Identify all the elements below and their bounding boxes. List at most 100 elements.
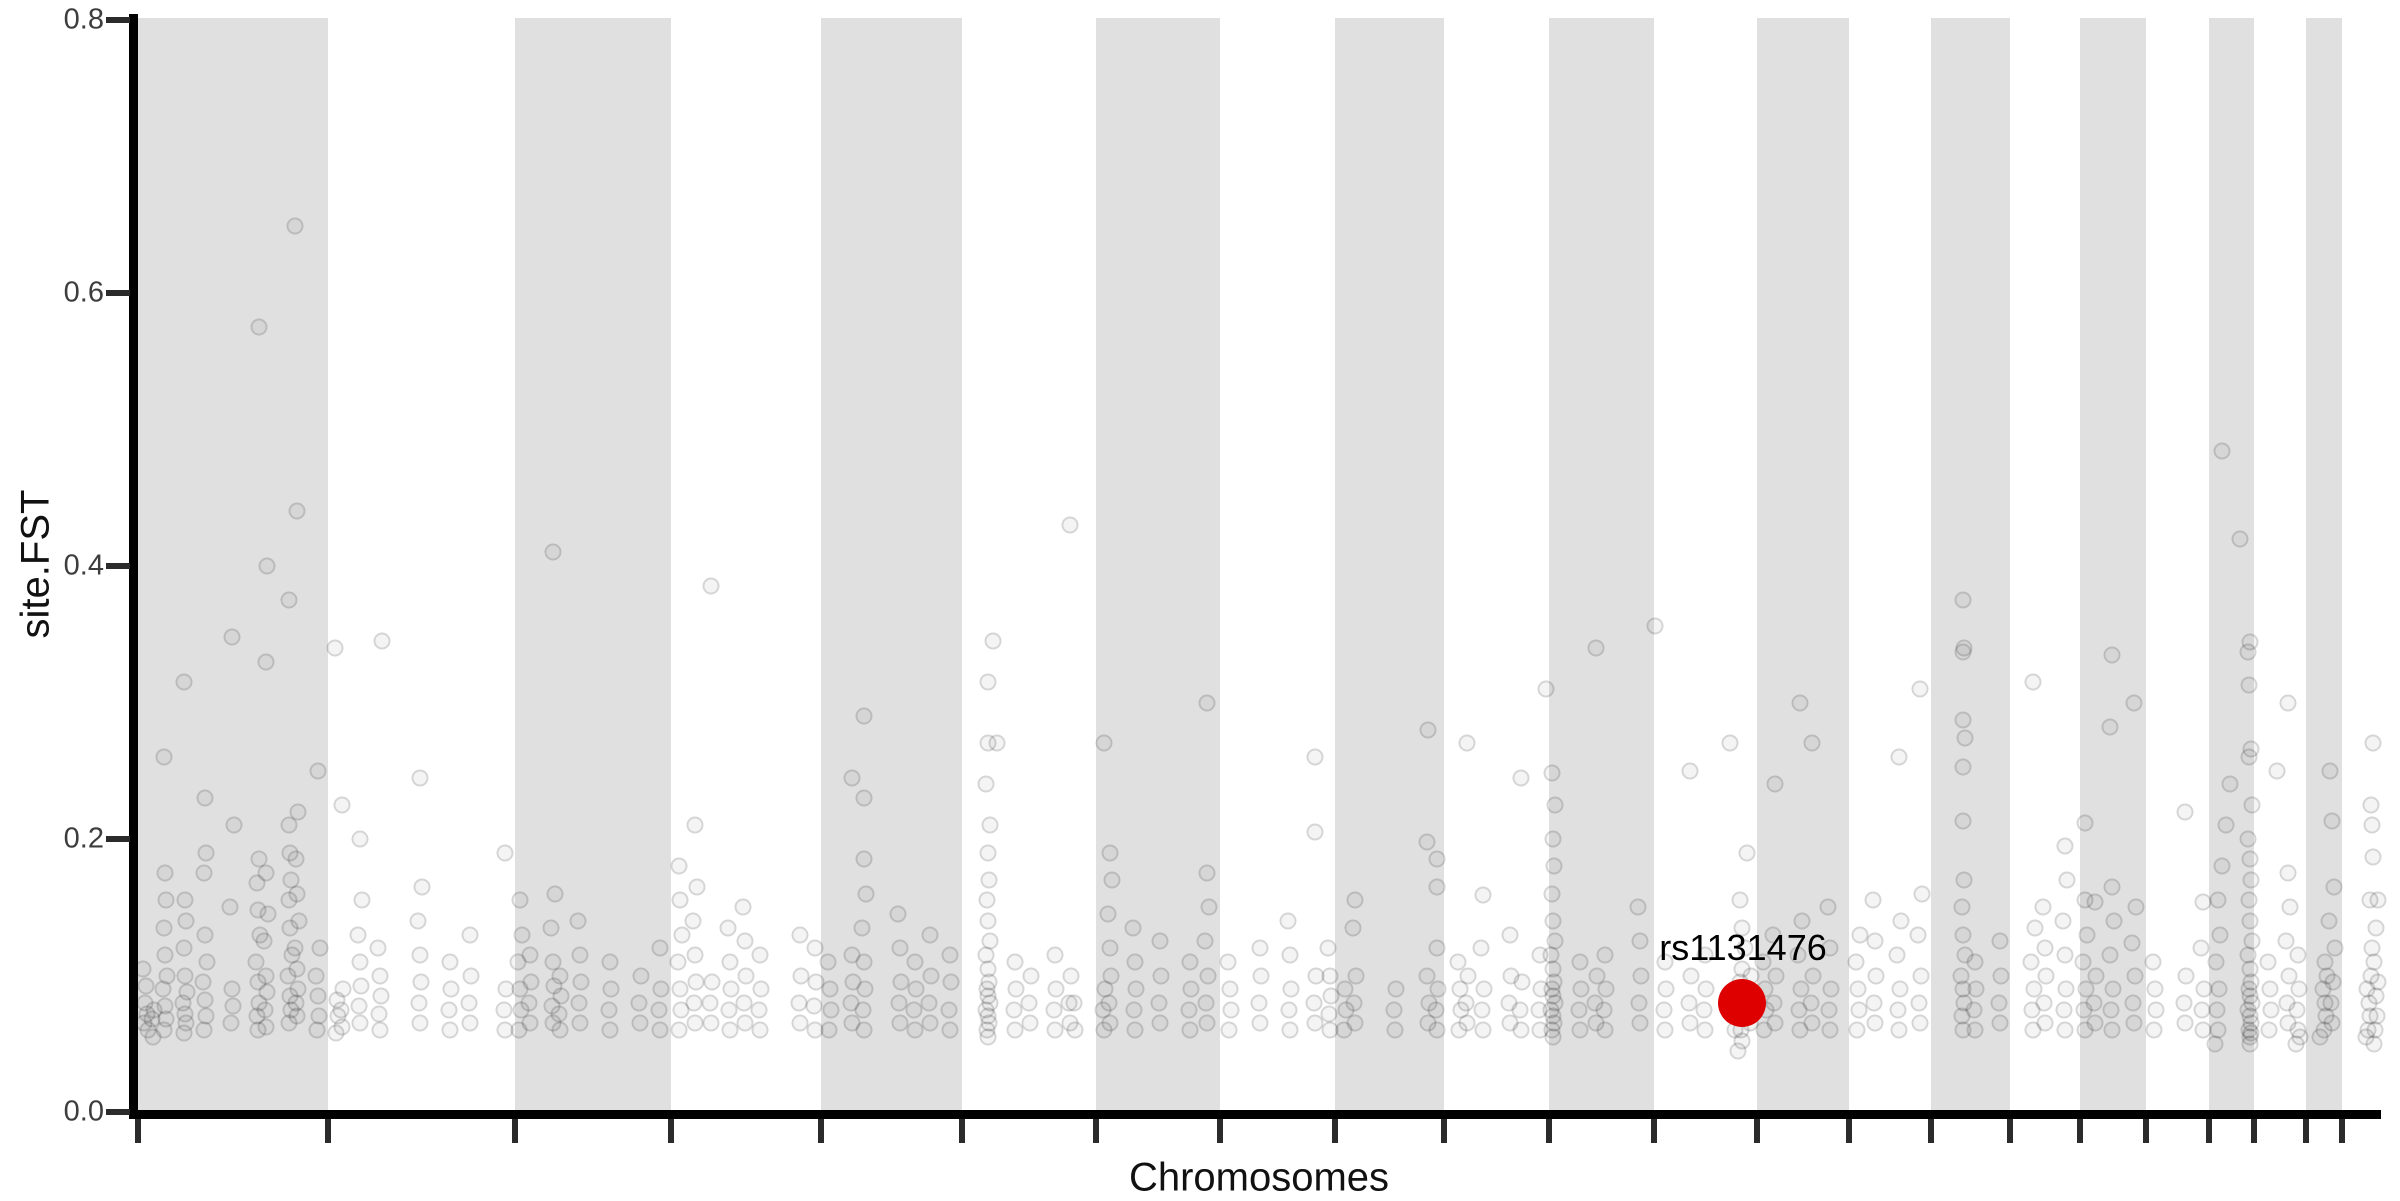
x-tick-mark [2303, 1119, 2309, 1143]
data-point [1344, 919, 1362, 937]
data-point [1196, 932, 1214, 950]
data-point [719, 919, 737, 937]
data-point [2177, 967, 2195, 984]
data-point [1543, 885, 1561, 903]
data-point [352, 977, 370, 995]
data-point [1198, 1014, 1216, 1032]
data-point [1696, 1021, 1714, 1039]
data-point [551, 967, 569, 984]
data-point [1802, 994, 1820, 1012]
data-point [157, 891, 175, 909]
data-point [326, 639, 344, 657]
data-point [751, 1021, 769, 1039]
data-point [2087, 967, 2105, 984]
data-point [2363, 939, 2381, 957]
data-point [2210, 980, 2228, 998]
data-point [673, 926, 691, 944]
data-point [2025, 980, 2043, 998]
data-point [333, 1018, 351, 1036]
data-point [1954, 591, 1972, 609]
x-tick-mark [1651, 1119, 1657, 1143]
data-point [2242, 1024, 2260, 1042]
y-tick-label: 0.4 [63, 549, 104, 582]
data-point [1006, 1021, 1024, 1039]
y-tick-mark [106, 836, 130, 842]
data-point [941, 946, 959, 964]
data-point [280, 816, 298, 834]
data-point [821, 980, 839, 998]
data-point [176, 967, 194, 984]
data-point [1991, 932, 2009, 950]
data-point [255, 932, 273, 950]
data-point [650, 1001, 668, 1019]
data-point [2192, 939, 2210, 957]
x-tick-mark [1093, 1119, 1099, 1143]
data-point [370, 1005, 388, 1023]
x-tick-mark [1846, 1119, 1852, 1143]
data-point [1588, 967, 1606, 984]
data-point [1021, 1014, 1039, 1032]
data-point [1954, 711, 1972, 729]
data-point [1910, 994, 1928, 1012]
data-point [1764, 926, 1782, 944]
x-tick-mark [1441, 1119, 1447, 1143]
data-point [1597, 980, 1615, 998]
data-point [1427, 1001, 1445, 1019]
data-point [280, 591, 298, 609]
data-point [979, 673, 997, 691]
data-point [736, 1014, 754, 1032]
data-point [890, 994, 908, 1012]
data-point [1966, 1021, 1984, 1039]
data-point [1990, 994, 2008, 1012]
data-point [369, 939, 387, 957]
data-point [1696, 946, 1714, 964]
data-point [137, 977, 155, 995]
data-point [1731, 891, 1749, 909]
data-point [2176, 803, 2194, 821]
x-tick-mark [959, 1119, 965, 1143]
data-point [440, 1001, 458, 1019]
data-point [892, 973, 910, 991]
data-point [2240, 676, 2258, 694]
data-point [1888, 946, 1906, 964]
data-point [1219, 953, 1237, 971]
data-point [891, 1014, 909, 1032]
data-point [671, 980, 689, 998]
data-point [1544, 912, 1562, 930]
data-point [156, 864, 174, 882]
data-point [2126, 967, 2144, 984]
x-tick-mark [2251, 1119, 2257, 1143]
data-point [1909, 926, 1927, 944]
data-point [552, 987, 570, 1005]
data-point [1102, 967, 1120, 984]
data-point [289, 980, 307, 998]
data-point [1101, 1014, 1119, 1032]
data-point [2217, 816, 2235, 834]
data-point [2102, 1001, 2120, 1019]
data-point [1281, 946, 1299, 964]
data-point [1181, 953, 1199, 971]
data-point [1007, 980, 1025, 998]
data-point [2261, 980, 2279, 998]
data-point [1281, 1021, 1299, 1039]
data-point [1738, 844, 1756, 862]
data-point [631, 1014, 649, 1032]
data-point [1336, 980, 1354, 998]
data-point [735, 994, 753, 1012]
data-point [820, 1021, 838, 1039]
data-point [441, 953, 459, 971]
data-point [685, 994, 703, 1012]
data-point [1803, 1014, 1821, 1032]
data-point [2208, 1001, 2226, 1019]
data-point [1630, 994, 1648, 1012]
x-tick-mark [135, 1119, 141, 1143]
data-point [287, 850, 305, 868]
data-point [1101, 939, 1119, 957]
data-point [2288, 1001, 2306, 1019]
data-point [805, 997, 823, 1015]
data-point [2279, 864, 2297, 882]
y-tick-label: 0.8 [63, 3, 104, 36]
data-point [2147, 1001, 2165, 1019]
data-point [921, 926, 939, 944]
data-point [853, 919, 871, 937]
